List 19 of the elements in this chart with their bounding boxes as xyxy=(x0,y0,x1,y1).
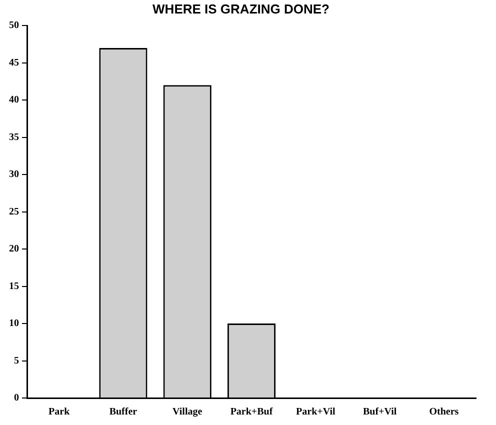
y-tick-label: 10 xyxy=(9,318,19,330)
x-tick-label: Park xyxy=(48,406,70,418)
x-tick-label: Others xyxy=(429,406,459,418)
y-tick-label: 40 xyxy=(9,94,19,106)
y-tick-label: 50 xyxy=(9,20,19,32)
x-tick-label: Park+Buf xyxy=(230,406,274,418)
chart-title: WHERE IS GRAZING DONE? xyxy=(152,1,330,16)
y-tick-label: 45 xyxy=(9,57,19,68)
x-tick-label: Park+Vil xyxy=(296,406,336,418)
x-tick-label: Buf+Vil xyxy=(362,406,397,418)
y-tick-label: 30 xyxy=(9,169,19,180)
y-tick-label: 0 xyxy=(14,392,19,404)
x-tick-label: Buffer xyxy=(109,406,138,418)
y-tick-label: 15 xyxy=(9,280,19,292)
y-tick-label: 5 xyxy=(14,355,19,366)
y-tick-label: 20 xyxy=(9,244,19,255)
y-tick-label: 35 xyxy=(9,132,19,143)
y-tick-label: 25 xyxy=(9,206,19,218)
x-tick-label: Village xyxy=(172,406,203,418)
